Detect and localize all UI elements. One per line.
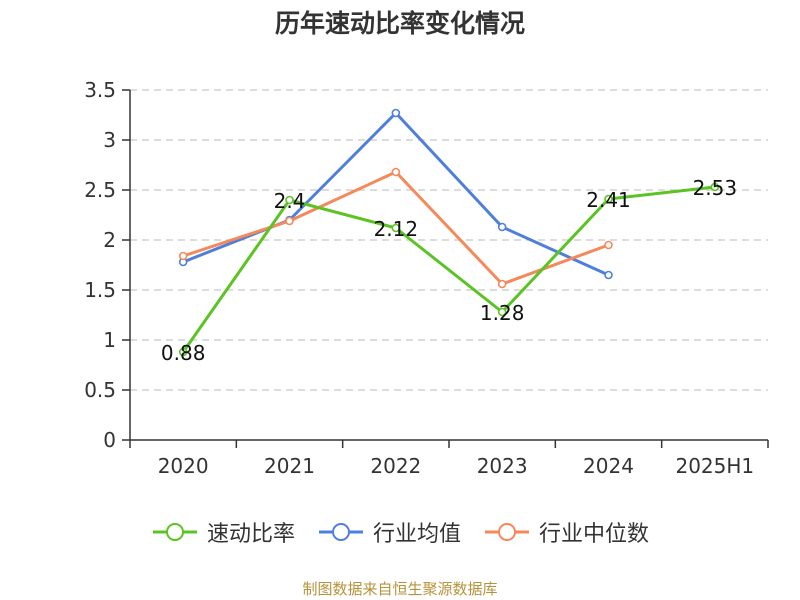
y-tick-label: 2 [103,228,116,252]
y-tick-label: 0 [103,428,116,452]
y-tick-label: 1.5 [84,278,116,302]
legend-swatch [318,523,363,541]
data-point [285,216,294,226]
x-tick-label: 2021 [264,454,315,478]
data-point [391,167,401,177]
y-tick-label: 0.5 [84,378,116,402]
legend-swatch [485,523,529,541]
data-point [391,223,401,233]
data-label: 2.53 [693,176,738,200]
legend: 速动比率 行业均值 行业中位数 [0,516,800,548]
x-tick-label: 2020 [158,454,209,478]
x-tick-label: 2023 [477,454,528,478]
x-tick-label: 2022 [370,454,421,478]
legend-marker [498,523,516,541]
x-tick-label: 2024 [583,454,634,478]
data-point [497,307,507,317]
data-point [604,194,613,204]
data-label: 0.88 [161,341,206,365]
y-tick-label: 1 [103,328,116,352]
chart-title: 历年速动比率变化情况 [274,9,525,38]
legend-item[interactable]: 速动比率 [151,516,295,548]
data-point [604,240,613,250]
data-point [178,251,188,261]
legend-swatch [152,523,197,541]
data-label: 1.28 [480,301,525,325]
source-note: 制图数据来自恒生聚源数据库 [302,580,498,598]
legend-item[interactable]: 行业均值 [317,516,461,548]
legend-label: 行业均值 [372,522,461,547]
data-label: 2.4 [274,189,306,213]
y-tick-label: 2.5 [84,178,116,202]
data-point [710,182,720,192]
legend-marker [165,523,184,541]
legend-label: 速动比率 [206,522,295,547]
x-tick-label: 2025H1 [675,454,754,478]
data-label: 2.41 [586,188,631,212]
legend-marker [331,523,350,541]
legend-label: 行业中位数 [539,522,650,547]
data-point [391,108,401,118]
data-point [604,270,613,280]
data-point [497,222,507,232]
data-point [497,279,507,289]
y-tick-label: 3 [103,128,116,152]
data-label: 2.12 [374,217,419,241]
data-point [178,347,188,357]
data-point [285,195,294,205]
series-line [182,111,610,277]
y-tick-label: 3.5 [84,78,116,102]
legend-item[interactable]: 行业中位数 [483,516,649,548]
series-line [181,185,716,353]
